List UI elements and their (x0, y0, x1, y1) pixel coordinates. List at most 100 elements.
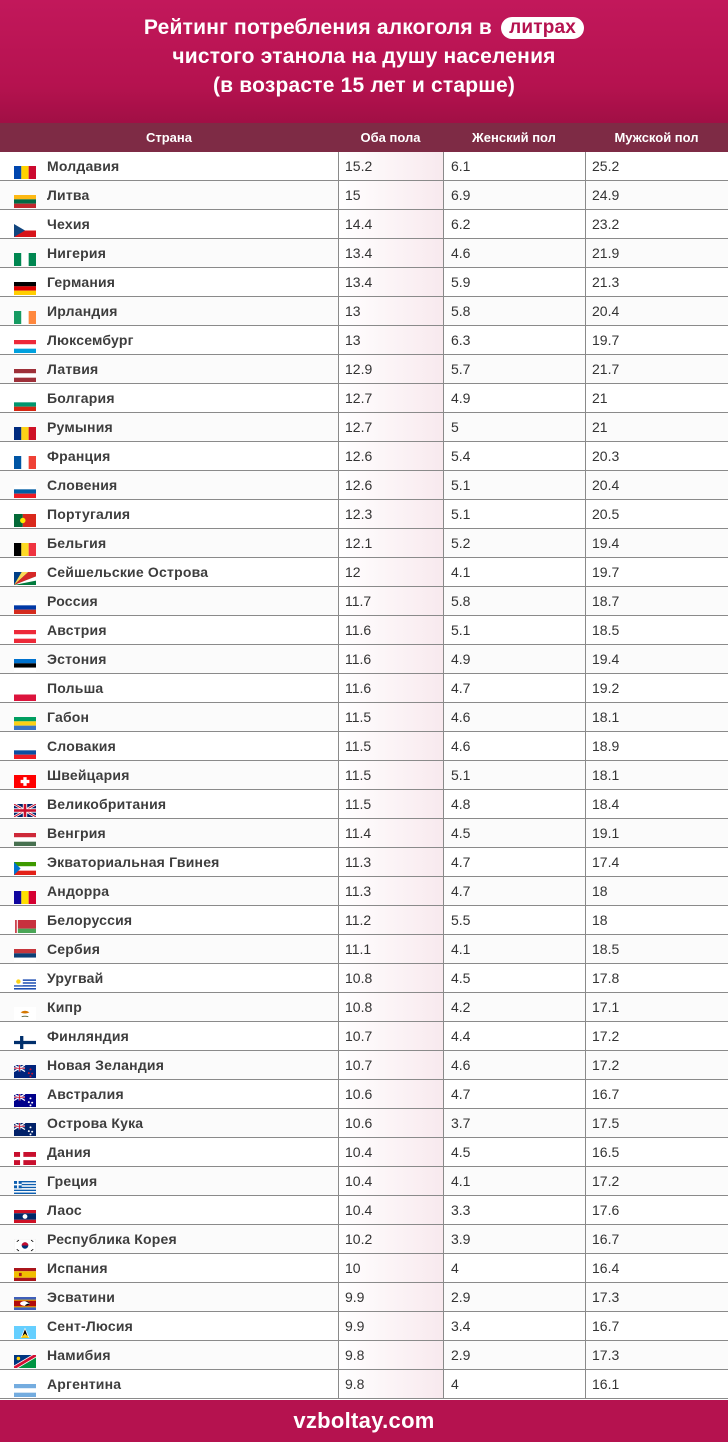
title-line-2: чистого этанола на душу населения (172, 45, 556, 68)
both-sexes-value: 11.7 (338, 587, 443, 615)
male-value: 19.4 (585, 645, 728, 673)
male-value: 19.2 (585, 674, 728, 702)
female-value: 4.6 (443, 703, 585, 731)
country-cell: Ирландия (0, 297, 338, 325)
table-row: Чехия 14.4 6.2 23.2 (0, 210, 728, 239)
both-sexes-value: 10 (338, 1254, 443, 1282)
country-cell: Румыния (0, 413, 338, 441)
country-cell: Великобритания (0, 790, 338, 819)
country-name: Словения (47, 477, 118, 493)
country-name: Германия (47, 274, 116, 290)
nigeria-flag-icon (14, 247, 36, 266)
country-name: Дания (47, 1144, 91, 1160)
country-name: Бельгия (47, 535, 107, 551)
country-name: Сербия (47, 941, 101, 957)
country-cell: Аргентина (0, 1370, 338, 1398)
male-value: 18.7 (585, 587, 728, 615)
female-value: 5.7 (443, 355, 585, 383)
male-value: 21.9 (585, 239, 728, 267)
country-name: Болгария (47, 390, 115, 406)
country-name: Венгрия (47, 825, 106, 841)
country-cell: Острова Кука (0, 1109, 338, 1137)
both-sexes-value: 10.7 (338, 1051, 443, 1079)
slovakia-flag-icon (14, 740, 36, 759)
table-row: Эсватини 9.9 2.9 17.3 (0, 1283, 728, 1312)
both-sexes-value: 12.1 (338, 529, 443, 557)
title-prefix: Рейтинг потребления алкоголя в (143, 16, 493, 39)
male-value: 17.1 (585, 993, 728, 1021)
moldova-flag-icon (14, 160, 36, 179)
country-name: Великобритания (47, 796, 167, 812)
table-row: Андорра 11.3 4.7 18 (0, 877, 728, 906)
country-name: Латвия (47, 361, 99, 377)
estonia-flag-icon (14, 653, 36, 672)
male-value: 19.4 (585, 529, 728, 557)
table-row: Белоруссия 11.2 5.5 18 (0, 906, 728, 935)
both-sexes-value: 11.3 (338, 877, 443, 905)
table-row: Румыния 12.7 5 21 (0, 413, 728, 442)
female-value: 6.1 (443, 152, 585, 180)
bulgaria-flag-icon (14, 392, 36, 411)
male-value: 18.1 (585, 703, 728, 731)
country-cell: Лаос (0, 1196, 338, 1224)
page-header: Рейтинг потребления алкоголя в литрах чи… (0, 0, 728, 123)
table-row: Австралия 10.6 4.7 16.7 (0, 1080, 728, 1109)
belgium-flag-icon (14, 537, 36, 556)
country-name: Португалия (47, 506, 131, 522)
table-row: Габон 11.5 4.6 18.1 (0, 703, 728, 732)
site-url[interactable]: vzboltay.com (293, 1408, 435, 1433)
country-name: Андорра (47, 883, 110, 899)
country-cell: Литва (0, 181, 338, 209)
female-value: 5.8 (443, 297, 585, 325)
slovenia-flag-icon (14, 479, 36, 498)
country-name: Новая Зеландия (47, 1057, 165, 1073)
male-value: 18.9 (585, 732, 728, 760)
male-value: 17.2 (585, 1022, 728, 1050)
table-row: Сент-Люсия 9.9 3.4 16.7 (0, 1312, 728, 1341)
female-value: 5.1 (443, 761, 585, 789)
cyprus-flag-icon (14, 1001, 36, 1020)
namibia-flag-icon (12, 1349, 38, 1370)
serbia-flag-icon (14, 943, 36, 962)
country-name: Эстония (47, 651, 107, 667)
table-row: Люксембург 13 6.3 19.7 (0, 326, 728, 355)
country-name: Испания (47, 1260, 108, 1276)
both-sexes-value: 11.6 (338, 674, 443, 702)
male-value: 20.4 (585, 471, 728, 499)
switzerland-flag-icon (14, 769, 36, 788)
table-row: Греция 10.4 4.1 17.2 (0, 1167, 728, 1196)
table-row: Республика Корея 10.2 3.9 16.7 (0, 1225, 728, 1254)
uk-flag-icon (13, 798, 37, 819)
country-name: Аргентина (47, 1376, 122, 1392)
male-value: 16.7 (585, 1312, 728, 1340)
both-sexes-value: 10.4 (338, 1167, 443, 1195)
country-cell: Швейцария (0, 761, 338, 789)
country-cell: Финляндия (0, 1022, 338, 1050)
female-value: 6.2 (443, 210, 585, 238)
table-row: Латвия 12.9 5.7 21.7 (0, 355, 728, 384)
female-value: 3.7 (443, 1109, 585, 1137)
female-value: 4.6 (443, 732, 585, 760)
female-value: 4.5 (443, 819, 585, 847)
table-row: Франция 12.6 5.4 20.3 (0, 442, 728, 471)
male-value: 21 (585, 384, 728, 412)
female-value: 4.5 (443, 964, 585, 992)
both-sexes-value: 11.2 (338, 906, 443, 934)
title-line-1: Рейтинг потребления алкоголя в литрах (0, 0, 728, 42)
male-value: 16.4 (585, 1254, 728, 1282)
country-name: Республика Корея (47, 1231, 177, 1247)
male-value: 20.3 (585, 442, 728, 470)
both-sexes-value: 14.4 (338, 210, 443, 238)
table-row: Литва 15 6.9 24.9 (0, 181, 728, 210)
country-name: Польша (47, 680, 104, 696)
country-name: Чехия (47, 216, 90, 232)
male-value: 17.8 (585, 964, 728, 992)
female-value: 4.1 (443, 935, 585, 963)
both-sexes-value: 12.6 (338, 442, 443, 470)
male-value: 16.1 (585, 1370, 728, 1398)
column-header-country: Страна (145, 130, 192, 145)
female-value: 6.3 (443, 326, 585, 354)
country-cell: Латвия (0, 355, 338, 383)
both-sexes-value: 11.4 (338, 819, 443, 847)
saint-lucia-flag-icon (14, 1320, 36, 1339)
